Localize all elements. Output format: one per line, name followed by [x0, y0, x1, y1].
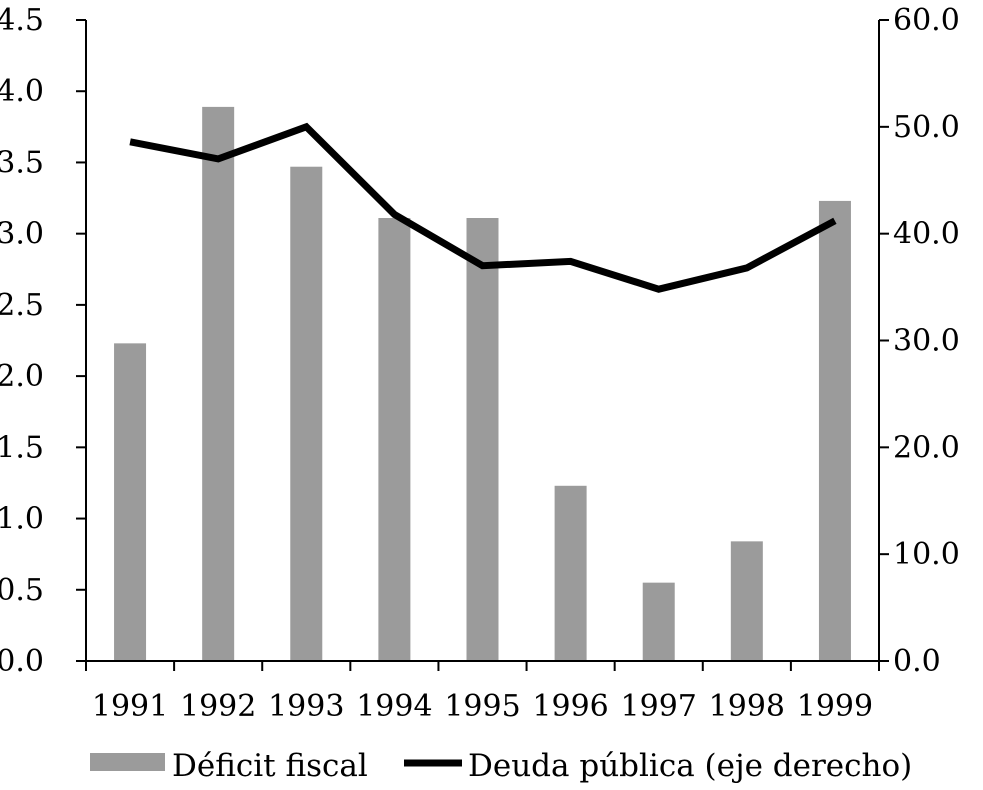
- line-deuda-publica: [129, 122, 837, 293]
- line-series-deuda: [129, 122, 837, 293]
- x-tick-label-1992: 1992: [180, 689, 256, 724]
- bar-1995: [466, 217, 499, 661]
- left-y-ticks: 0.0 0.5 1.0 1.5 2.0 2.5 3.0 3.5 4.0 4.5: [0, 3, 86, 679]
- bar-1993: [290, 166, 323, 661]
- x-tick-label-1996: 1996: [532, 689, 608, 724]
- legend-label-deficit: Déficit fiscal: [172, 748, 368, 784]
- left-tick-label: 0.5: [0, 573, 44, 608]
- right-tick-label: 60.0: [893, 3, 960, 38]
- right-y-ticks: 0.0 10.0 20.0 30.0 40.0 50.0 60.0: [879, 3, 960, 679]
- bar-1992: [202, 106, 235, 661]
- x-tick-label-1994: 1994: [356, 689, 432, 724]
- right-tick-label: 50.0: [893, 110, 960, 145]
- bar-1997: [642, 582, 675, 661]
- right-tick-label: 20.0: [893, 430, 960, 465]
- right-tick-label: 10.0: [893, 537, 960, 572]
- right-tick-label: 30.0: [893, 324, 960, 359]
- bar-1998: [730, 541, 763, 661]
- left-tick-label: 1.0: [0, 502, 44, 537]
- right-tick-label: 0.0: [893, 644, 941, 679]
- left-tick-label: 1.5: [0, 430, 44, 465]
- bar-1999: [818, 200, 851, 661]
- x-tick-label-1997: 1997: [621, 689, 697, 724]
- left-tick-label: 3.0: [0, 217, 44, 252]
- legend-label-deuda: Deuda pública (eje derecho): [468, 748, 912, 784]
- bar-1991: [114, 343, 147, 661]
- left-tick-label: 4.5: [0, 3, 44, 38]
- x-tick-label-1998: 1998: [709, 689, 785, 724]
- x-tick-label-1999: 1999: [797, 689, 873, 724]
- left-tick-label: 4.0: [0, 74, 44, 109]
- bar-1996: [554, 485, 587, 661]
- left-tick-label: 2.0: [0, 359, 44, 394]
- left-tick-label: 0.0: [0, 644, 44, 679]
- legend: Déficit fiscal Deuda pública (eje derech…: [90, 748, 912, 784]
- bar-series-deficit: [114, 106, 851, 661]
- x-tick-label-1995: 1995: [444, 689, 520, 724]
- bar-1994: [378, 217, 411, 661]
- right-tick-label: 40.0: [893, 217, 960, 252]
- x-tick-label-1993: 1993: [268, 689, 344, 724]
- x-tick-label-1991: 1991: [92, 689, 168, 724]
- legend-swatch-deficit: [90, 753, 165, 771]
- left-tick-label: 3.5: [0, 145, 44, 180]
- left-tick-label: 2.5: [0, 288, 44, 323]
- x-ticks: 1991 1992 1993 1994 1995 1996 1997 1998 1999: [85, 661, 880, 724]
